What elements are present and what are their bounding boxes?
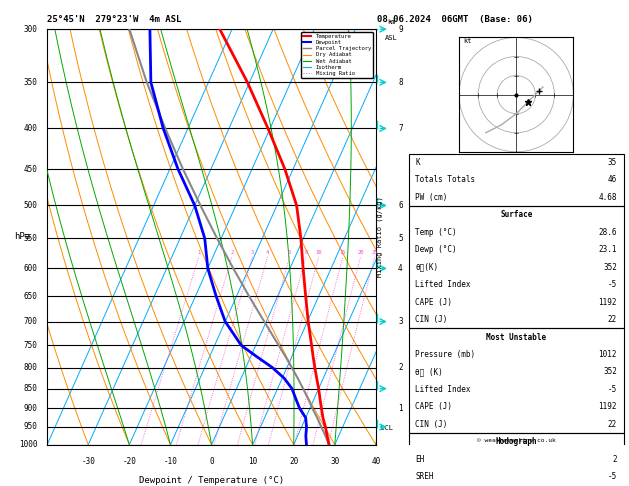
Text: 800: 800 [23, 363, 37, 372]
Text: 23.1: 23.1 [599, 245, 617, 254]
Text: θᴇ (K): θᴇ (K) [416, 367, 443, 377]
Text: EH: EH [416, 455, 425, 464]
Legend: Temperature, Dewpoint, Parcel Trajectory, Dry Adiabat, Wet Adiabat, Isotherm, Mi: Temperature, Dewpoint, Parcel Trajectory… [301, 32, 373, 78]
Text: 20: 20 [357, 250, 364, 255]
Text: 5: 5 [398, 234, 403, 243]
Text: 4: 4 [398, 264, 403, 273]
Text: 15: 15 [340, 250, 346, 255]
Text: Temp (°C): Temp (°C) [416, 228, 457, 237]
Text: hPa: hPa [14, 232, 31, 242]
Text: 8: 8 [398, 78, 403, 87]
Text: -20: -20 [123, 457, 136, 466]
Bar [409, 206, 624, 329]
Text: -5: -5 [608, 280, 617, 289]
Text: Mixing Ratio (g/kg): Mixing Ratio (g/kg) [377, 196, 383, 278]
Text: 500: 500 [23, 201, 37, 210]
Text: Pressure (mb): Pressure (mb) [416, 350, 476, 359]
Text: 22: 22 [608, 420, 617, 429]
Text: 3: 3 [398, 317, 403, 326]
Text: 1192: 1192 [599, 297, 617, 307]
Text: 1000: 1000 [19, 440, 37, 449]
Text: 40: 40 [371, 457, 381, 466]
Text: θᴇ(K): θᴇ(K) [416, 263, 438, 272]
Text: 0: 0 [209, 457, 214, 466]
Text: 1: 1 [398, 404, 403, 413]
Text: Surface: Surface [500, 210, 533, 219]
Text: 1192: 1192 [599, 402, 617, 411]
Text: 350: 350 [23, 78, 37, 87]
Text: K: K [416, 158, 420, 167]
Text: CIN (J): CIN (J) [416, 420, 448, 429]
Bar [409, 433, 624, 486]
Text: Lifted Index: Lifted Index [416, 385, 471, 394]
Text: 850: 850 [23, 384, 37, 393]
Text: 08.06.2024  06GMT  (Base: 06): 08.06.2024 06GMT (Base: 06) [377, 15, 533, 24]
Text: PW (cm): PW (cm) [416, 193, 448, 202]
Text: 20: 20 [289, 457, 298, 466]
Text: Totals Totals: Totals Totals [416, 175, 476, 185]
Text: 2: 2 [613, 455, 617, 464]
Text: 7: 7 [398, 124, 403, 133]
Text: 650: 650 [23, 292, 37, 300]
Text: 8: 8 [304, 250, 308, 255]
Text: 4.68: 4.68 [599, 193, 617, 202]
Text: -10: -10 [164, 457, 177, 466]
Text: CAPE (J): CAPE (J) [416, 297, 452, 307]
Text: 2: 2 [398, 363, 403, 372]
Text: 30: 30 [330, 457, 340, 466]
Text: 10: 10 [248, 457, 257, 466]
Text: -5: -5 [608, 472, 617, 481]
Text: -5: -5 [608, 385, 617, 394]
Text: 2: 2 [230, 250, 234, 255]
Text: 46: 46 [608, 175, 617, 185]
Text: Most Unstable: Most Unstable [486, 332, 547, 342]
Text: 25°45'N  279°23'W  4m ASL: 25°45'N 279°23'W 4m ASL [47, 15, 182, 24]
Text: 9: 9 [398, 25, 403, 34]
Text: 10: 10 [316, 250, 322, 255]
Text: Dewpoint / Temperature (°C): Dewpoint / Temperature (°C) [139, 476, 284, 485]
Text: 35: 35 [608, 158, 617, 167]
Text: 4: 4 [266, 250, 269, 255]
Text: Dewp (°C): Dewp (°C) [416, 245, 457, 254]
Text: 550: 550 [23, 234, 37, 243]
Bar [409, 154, 624, 206]
Text: 450: 450 [23, 165, 37, 174]
Text: 28.6: 28.6 [599, 228, 617, 237]
Text: 600: 600 [23, 264, 37, 273]
Text: CAPE (J): CAPE (J) [416, 402, 452, 411]
Text: 1: 1 [198, 250, 201, 255]
Text: 700: 700 [23, 317, 37, 326]
Text: 950: 950 [23, 422, 37, 432]
Text: Hodograph: Hodograph [496, 437, 537, 446]
Text: 300: 300 [23, 25, 37, 34]
Text: ASL: ASL [385, 35, 398, 41]
Text: © weatheronline.co.uk: © weatheronline.co.uk [477, 437, 555, 443]
Text: 25: 25 [371, 250, 378, 255]
Text: km: km [387, 19, 396, 25]
Text: 1012: 1012 [599, 350, 617, 359]
Text: LCL: LCL [376, 425, 393, 431]
Text: -30: -30 [81, 457, 95, 466]
Text: 750: 750 [23, 341, 37, 350]
Text: CIN (J): CIN (J) [416, 315, 448, 324]
Text: 352: 352 [603, 263, 617, 272]
Text: Lifted Index: Lifted Index [416, 280, 471, 289]
Text: 22: 22 [608, 315, 617, 324]
Text: 400: 400 [23, 124, 37, 133]
Text: SREH: SREH [416, 472, 434, 481]
Bar [409, 329, 624, 433]
Text: 900: 900 [23, 404, 37, 413]
Text: 6: 6 [288, 250, 291, 255]
Text: 352: 352 [603, 367, 617, 377]
Text: 6: 6 [398, 201, 403, 210]
Text: 3: 3 [251, 250, 254, 255]
